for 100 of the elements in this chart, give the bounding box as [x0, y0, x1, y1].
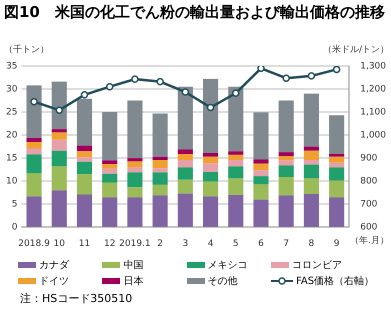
bar [329, 162, 344, 168]
bar [102, 197, 118, 227]
y-axis-title: （千トン） [4, 44, 49, 55]
bar [278, 195, 294, 227]
point [80, 91, 88, 99]
bar [102, 174, 118, 183]
point [206, 104, 214, 112]
bar [178, 86, 193, 150]
bar [152, 195, 168, 227]
bar [228, 160, 244, 166]
bar [127, 100, 142, 158]
bar [228, 154, 244, 160]
bar [102, 168, 118, 174]
bar [253, 170, 269, 176]
legend-label: ドイツ [39, 275, 69, 288]
y-tick-label: 0 [12, 222, 18, 233]
bar [304, 164, 319, 178]
bar [329, 154, 344, 157]
bar [278, 177, 294, 196]
bar [76, 174, 92, 194]
legend-label: FAS価格（右軸） [296, 274, 374, 288]
bar [329, 167, 344, 181]
point [56, 106, 64, 114]
bar [52, 140, 67, 151]
legend-label: カナダ [39, 259, 69, 272]
x-tick-label: 9 [334, 238, 340, 249]
bar [304, 150, 319, 160]
bar [304, 160, 319, 165]
y-tick-label: 20 [6, 130, 18, 140]
bar [102, 160, 118, 164]
x-axis-title: （年.月） [350, 235, 389, 246]
bar [228, 166, 244, 178]
bar [304, 146, 319, 151]
point [156, 78, 164, 86]
legend-label: コロンビア [292, 259, 342, 272]
bar [152, 113, 168, 157]
bar [202, 153, 218, 157]
x-tick-label: 6 [258, 238, 264, 249]
bar [102, 182, 118, 198]
bar [202, 196, 218, 227]
x-tick-label: 2019.1 [119, 238, 151, 249]
bar [76, 151, 92, 158]
bar [253, 159, 269, 164]
bar [228, 178, 244, 195]
bar [127, 172, 142, 188]
y2-tick-label: 1,300 [360, 61, 386, 72]
bar [178, 160, 193, 168]
point [282, 74, 290, 82]
legend-label: 日本 [123, 274, 144, 288]
y2-axis-title: （米ドル/トン） [322, 44, 389, 55]
bar [127, 158, 142, 162]
bar [278, 152, 294, 156]
bar [52, 166, 67, 190]
point [232, 89, 240, 97]
point [332, 66, 340, 74]
bar [178, 180, 193, 194]
y-tick-label: 5 [12, 200, 18, 210]
bar [202, 172, 218, 182]
x-tick-label: 11 [78, 238, 90, 249]
y-tick-label: 35 [6, 61, 18, 72]
x-tick-label: 2 [157, 238, 163, 249]
bar [26, 142, 42, 148]
bar [253, 184, 269, 200]
bar [102, 112, 118, 160]
chart-title: 図10 米国の化工でん粉の輸出量および輸出価格の推移 [3, 2, 386, 23]
x-tick-label: 2018.9 [18, 238, 50, 249]
bar [76, 157, 92, 162]
bar [228, 86, 244, 152]
bar [76, 162, 92, 174]
bar [26, 196, 42, 227]
x-tick-label: 5 [232, 238, 239, 249]
point [257, 66, 265, 72]
x-tick-label: 4 [208, 238, 214, 249]
bar [127, 161, 142, 168]
bar [127, 167, 142, 172]
x-tick-label: 12 [104, 238, 116, 249]
legend-label: その他 [208, 275, 238, 288]
bar [152, 172, 168, 185]
bar [52, 132, 67, 140]
x-tick-label: 3 [182, 238, 188, 249]
bar [52, 190, 67, 227]
bar [329, 156, 344, 163]
bar [102, 164, 118, 169]
bar [228, 194, 244, 227]
bar [178, 194, 193, 227]
bar [127, 197, 142, 227]
bar [76, 98, 92, 146]
bar [253, 112, 269, 160]
bar [304, 194, 319, 227]
bar [26, 85, 42, 138]
bar [26, 154, 42, 174]
x-tick-label: 8 [308, 238, 315, 249]
y2-tick-label: 600 [360, 222, 378, 233]
bar [127, 187, 142, 198]
bar [26, 148, 42, 154]
bar [304, 94, 319, 147]
bar [178, 154, 193, 160]
bar [202, 156, 218, 164]
y2-tick-label: 900 [360, 153, 378, 164]
point [182, 88, 190, 96]
